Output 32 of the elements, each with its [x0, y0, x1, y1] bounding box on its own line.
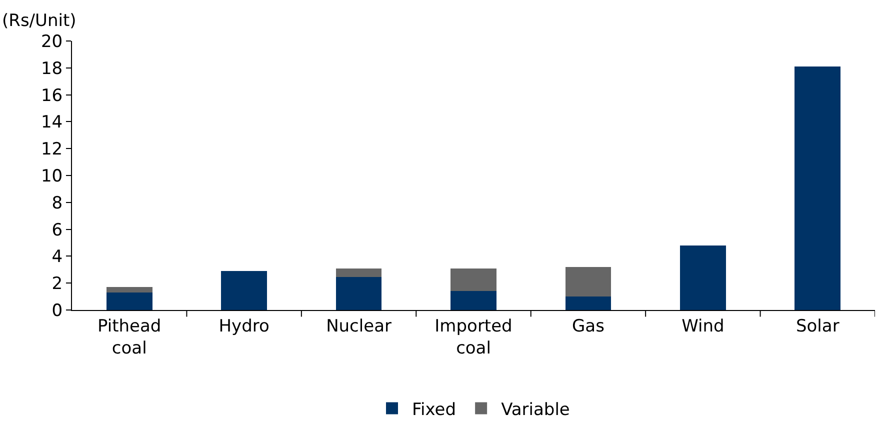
bar: [106, 287, 152, 293]
bar: [336, 277, 382, 310]
legend-label: Fixed: [412, 400, 456, 420]
x-tick-label: Hydro: [218, 316, 270, 336]
y-tick-label: 6: [52, 220, 63, 240]
bar: [565, 296, 612, 310]
x-tick-label: Imported coal: [434, 316, 512, 358]
y-tick-label: 8: [52, 193, 63, 214]
x-tick-label: Wind: [682, 316, 724, 336]
y-tick-label: 16: [40, 86, 63, 106]
y-tick-label: 0: [52, 300, 63, 321]
x-tick-label: Nuclear: [326, 316, 392, 336]
bar: [336, 268, 382, 278]
bar: [565, 266, 612, 297]
bar: [450, 268, 496, 292]
x-tick-label: Solar: [796, 316, 840, 336]
bar: [106, 292, 152, 310]
x-tick-label: Gas: [572, 316, 605, 336]
y-tick-label: 14: [40, 112, 63, 133]
y-axis-title: (Rs/Unit): [2, 11, 76, 31]
bar: [680, 245, 726, 310]
bar: [450, 291, 496, 310]
y-tick-label: 10: [40, 166, 63, 186]
y-tick-label: 4: [52, 247, 63, 268]
bar: [221, 271, 268, 310]
x-tick-label: Pithead coal: [98, 316, 162, 358]
y-tick-label: 2: [52, 274, 63, 294]
y-tick-label: 20: [40, 32, 63, 52]
y-tick-label: 18: [40, 58, 63, 79]
legend-label: Variable: [501, 400, 570, 420]
y-tick-label: 12: [40, 140, 63, 160]
bar: [794, 66, 841, 310]
